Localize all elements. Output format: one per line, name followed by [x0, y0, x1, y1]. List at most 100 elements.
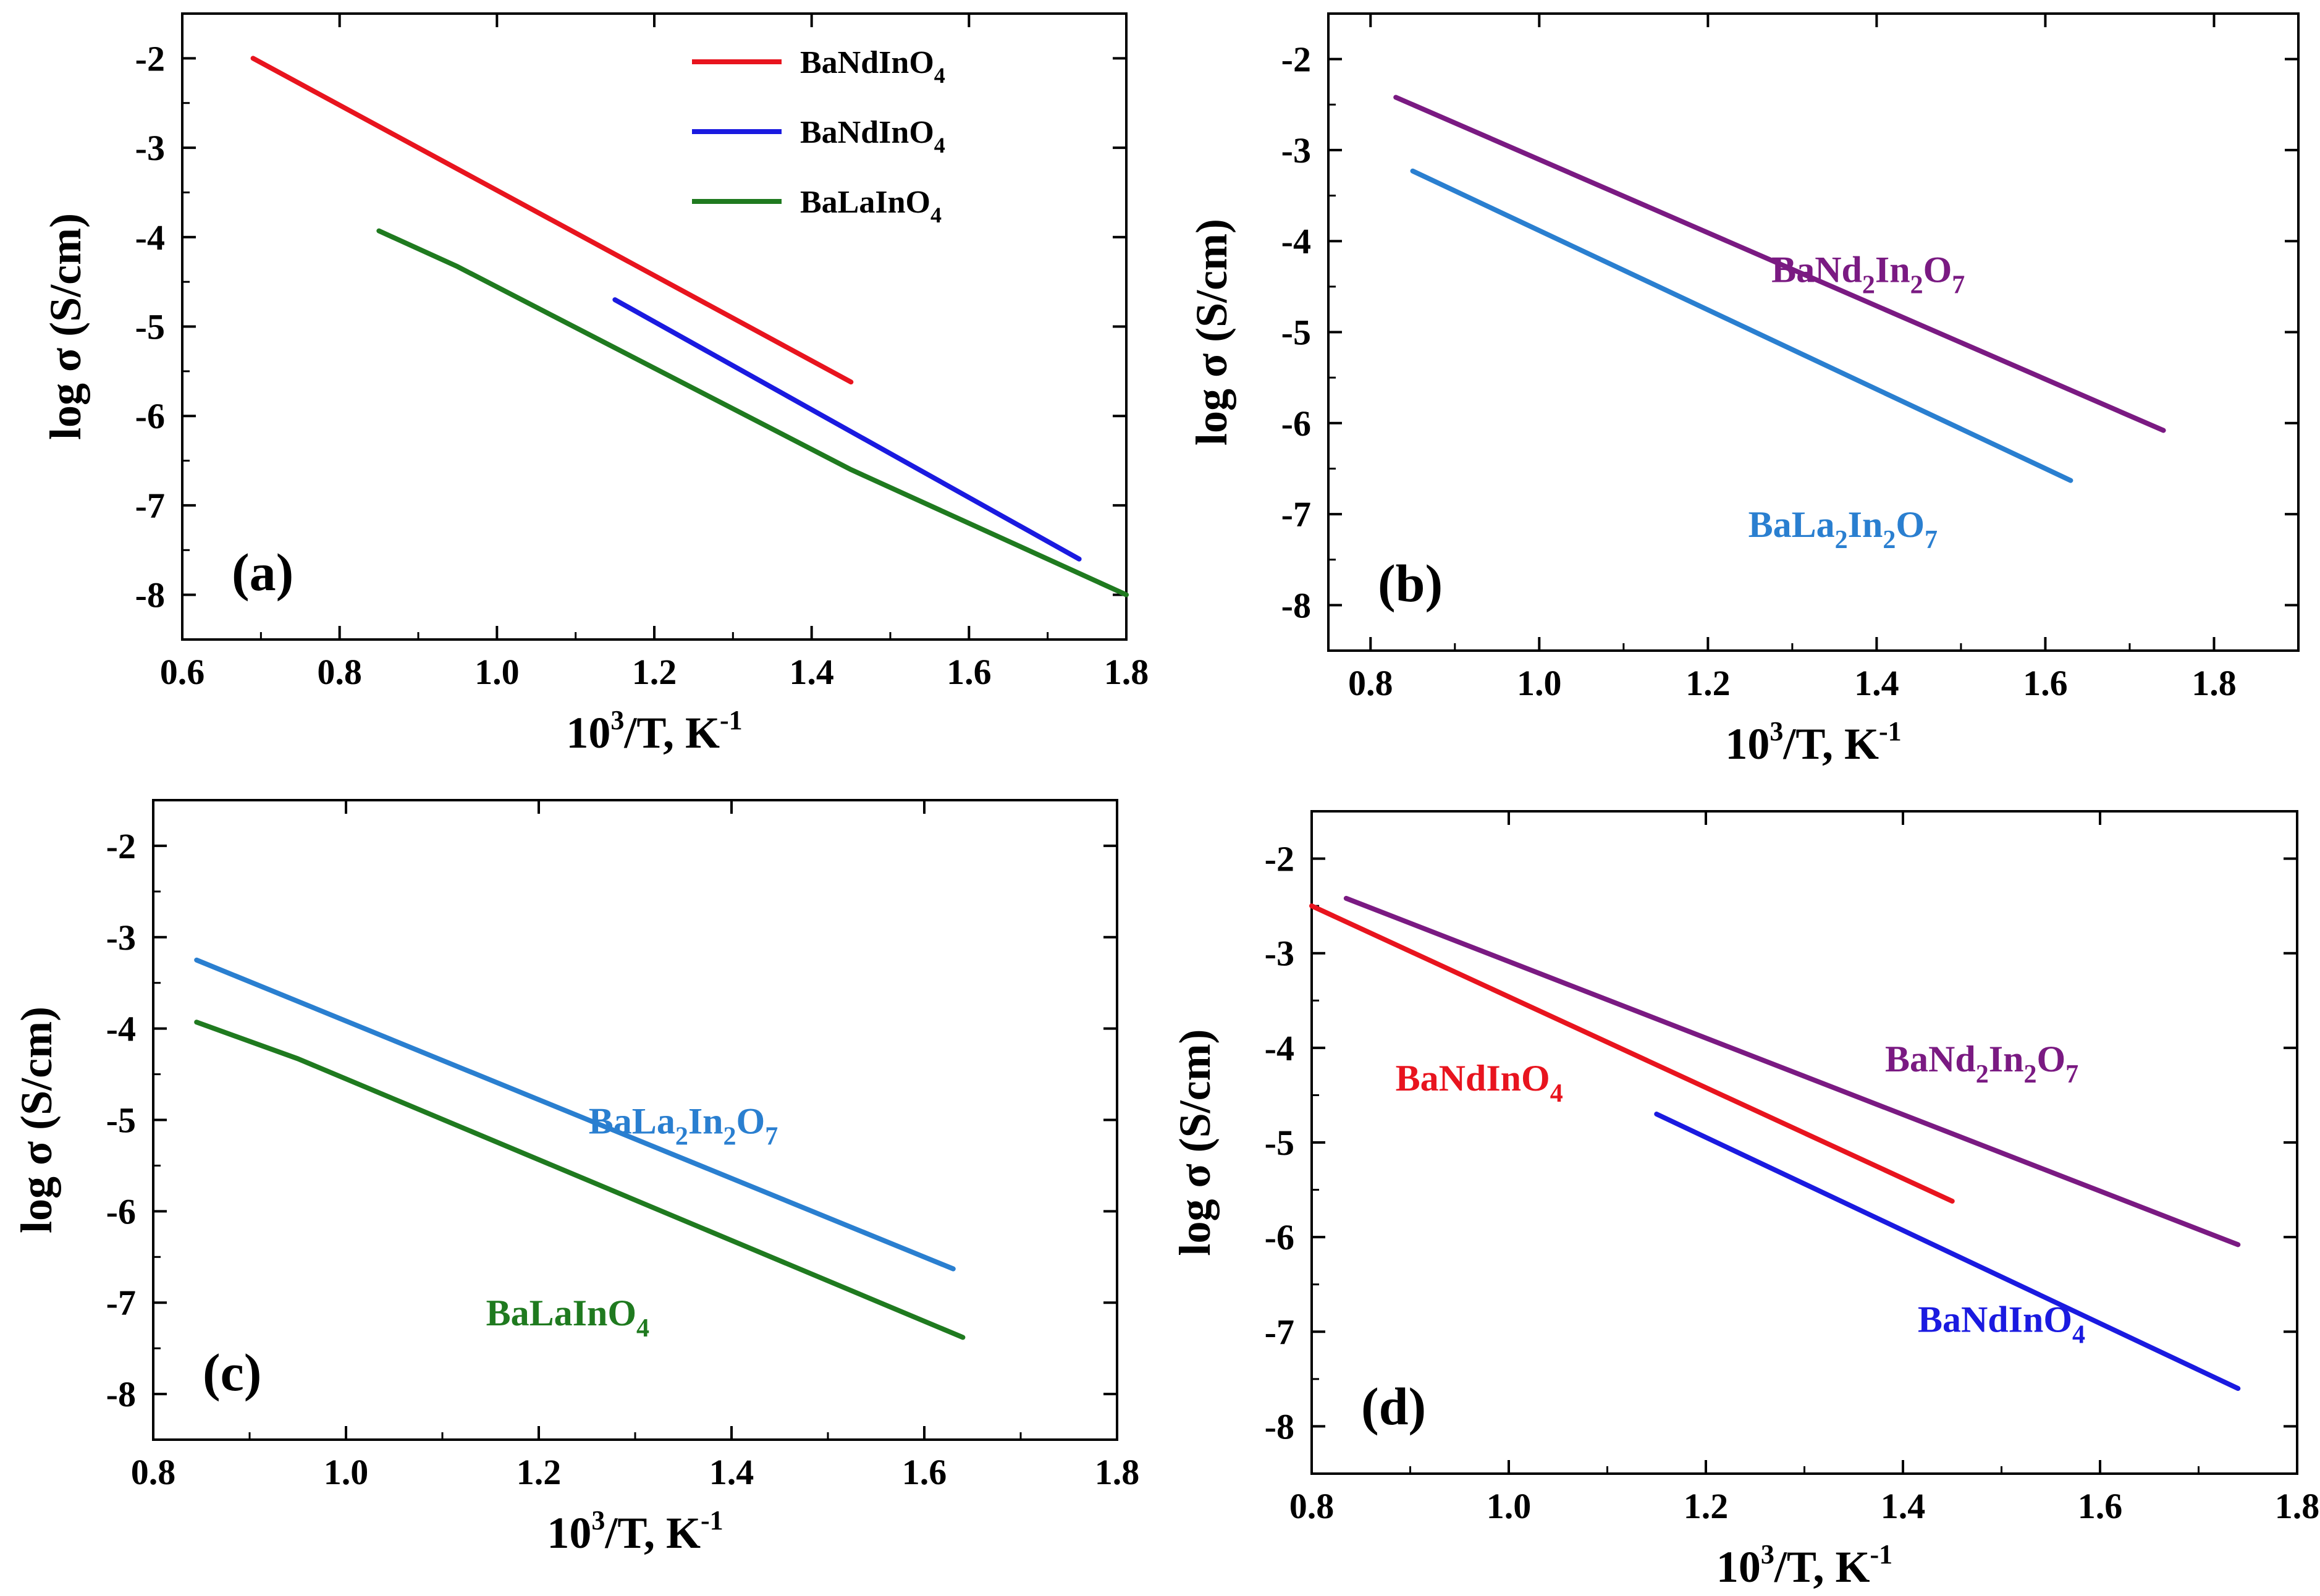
y-tick-label: -3 [1265, 934, 1294, 974]
legend-label-name: BaLaInO [800, 185, 930, 220]
y-tick-label: -3 [106, 918, 136, 958]
y-tick-label: -2 [106, 826, 136, 866]
series-label-part: 2 [2023, 1060, 2036, 1089]
series-line-2 [194, 1020, 966, 1340]
series-line-1 [1343, 895, 2241, 1248]
legend-label-name: BaNdInO [800, 115, 934, 150]
legend-label-name: BaNdInO [800, 45, 934, 80]
x-tick-label: 1.8 [2191, 663, 2237, 703]
x-tick-label: 1.4 [1854, 663, 1899, 703]
series-label-part: 7 [765, 1123, 778, 1151]
x-tick-label: 1.2 [517, 1452, 562, 1492]
series-label-part: 2 [1862, 271, 1875, 299]
x-tick-label: 0.8 [1348, 663, 1393, 703]
y-tick-label: -6 [106, 1191, 136, 1231]
series-label-part: BaNd [1885, 1039, 1976, 1079]
series-label-part: BaNd [1771, 249, 1862, 290]
y-tick-label: -8 [106, 1374, 136, 1414]
y-tick-label: -7 [1265, 1312, 1294, 1352]
y-tick-label: -7 [106, 1283, 136, 1323]
series-label-part: BaLa [589, 1101, 675, 1142]
series-label-part: BaNdInO [1396, 1058, 1550, 1099]
y-tick-label: -4 [1281, 221, 1311, 261]
y-axis-title: log σ (S/cm) [1187, 219, 1236, 445]
y-tick-label: -5 [135, 307, 165, 347]
x-tick-label: 1.0 [1517, 663, 1562, 703]
legend-label-sub: 4 [930, 203, 942, 227]
y-tick-label: -8 [135, 575, 165, 615]
series-label-1: BaLa2In2O7 [589, 1101, 778, 1151]
x-tick-label: 1.0 [324, 1452, 369, 1492]
series-label-part: 2 [723, 1123, 736, 1151]
panel-label: (b) [1378, 554, 1443, 613]
series-label-part: BaLa [1748, 504, 1835, 545]
series-label-1: BaNd2In2O7 [1771, 249, 1965, 299]
x-axis-title: 103/T, K-1 [1716, 1539, 1892, 1592]
series-line-1 [194, 957, 956, 1272]
series-label-part: O [736, 1101, 766, 1142]
series-label-part: 7 [1952, 271, 1965, 299]
x-axis-title-base: 10 [566, 708, 610, 758]
series-label-part: In [1848, 504, 1883, 545]
series-line-1 [1393, 95, 2166, 433]
series-label-part: 2 [1976, 1060, 1989, 1089]
x-axis-title-mid: /T, K [1782, 719, 1879, 769]
legend-label-sub: 4 [934, 63, 945, 88]
x-axis-title-mid: /T, K [623, 708, 720, 758]
series-label-part: 2 [1835, 526, 1848, 554]
y-tick-label: -5 [106, 1100, 136, 1141]
x-axis-title-sup: 3 [1761, 1539, 1774, 1569]
x-axis-title-base: 10 [1716, 1542, 1761, 1592]
x-axis-title-base: 10 [547, 1508, 591, 1558]
y-axis-title: log σ (S/cm) [41, 213, 90, 440]
x-tick-label: 0.8 [131, 1452, 176, 1492]
x-tick-label: 1.0 [475, 652, 520, 692]
series-label-part: In [1989, 1039, 2024, 1079]
series-label-part: O [1923, 249, 1952, 290]
y-tick-label: -7 [135, 486, 165, 526]
y-tick-label: -8 [1265, 1406, 1294, 1446]
x-tick-label: 1.8 [1095, 1452, 1140, 1492]
x-axis-title: 103/T, K-1 [566, 705, 742, 758]
x-axis-title-sup2: -1 [720, 705, 743, 735]
legend-label-1: BaNdInO4 [800, 45, 945, 88]
panel-a: 0.6 0.8 1.0 1.2 1.4 1.6 1.8 -8 -7 -6 -5 -4 -3 -2 103/T… [41, 12, 1149, 758]
x-tick-label: 1.2 [632, 652, 677, 692]
x-tick-label: 0.6 [160, 652, 205, 692]
series-label-part: 4 [1550, 1079, 1563, 1108]
x-tick-label: 1.6 [902, 1452, 947, 1492]
y-tick-label: -2 [1265, 839, 1294, 879]
panel-b: 0.8 1.0 1.2 1.4 1.6 1.8 -8 -7 -6 -5 -4 -3 -2 103/T, K… [1187, 12, 2300, 769]
series-line-2 [612, 297, 1082, 562]
series-line-1 [250, 56, 854, 385]
x-tick-label: 1.2 [1685, 663, 1731, 703]
y-tick-label: -2 [135, 38, 165, 78]
x-tick-label: 1.4 [709, 1452, 754, 1492]
panel-label: (d) [1361, 1377, 1426, 1436]
series-label-part: 4 [636, 1314, 649, 1343]
y-axis-title: log σ (S/cm) [12, 1007, 61, 1233]
series-label-2: BaLa2In2O7 [1748, 504, 1938, 554]
series-label-part: 7 [1925, 526, 1938, 554]
x-tick-label: 0.8 [1289, 1486, 1335, 1526]
x-tick-label: 1.6 [2078, 1486, 2123, 1526]
x-tick-label: 1.8 [2275, 1486, 2320, 1526]
x-axis-title-sup2: -1 [1879, 716, 1902, 746]
series-label-part: O [1896, 504, 1925, 545]
series-label-part: In [688, 1101, 723, 1142]
y-tick-label: -8 [1281, 585, 1311, 625]
x-axis-title-base: 10 [1725, 719, 1770, 769]
series-line-2 [1309, 903, 1955, 1204]
series-label-3: BaNdInO4 [1918, 1299, 2085, 1349]
y-tick-label: -6 [1265, 1217, 1294, 1257]
series-label-part: 7 [2065, 1060, 2078, 1089]
series-line-2 [1410, 168, 2073, 483]
y-tick-label: -4 [1265, 1028, 1294, 1068]
x-axis-title-sup: 3 [1770, 716, 1783, 746]
series-label-part: 2 [1910, 271, 1923, 299]
x-axis-title-sup2: -1 [701, 1505, 723, 1535]
x-axis-title-sup: 3 [591, 1505, 605, 1535]
series-label-1: BaNd2In2O7 [1885, 1039, 2078, 1089]
x-tick-label: 1.4 [1881, 1486, 1926, 1526]
